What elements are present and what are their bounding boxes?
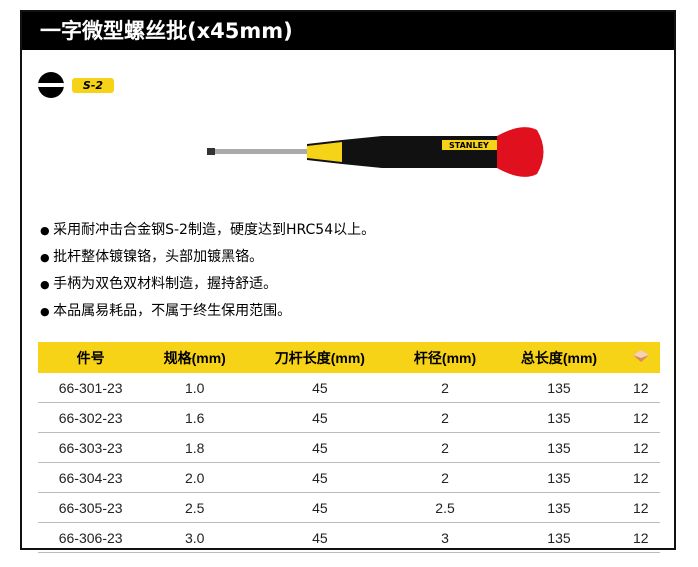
table-cell: 66-302-23 xyxy=(38,402,144,433)
table-row: 66-302-23 1.6 45 2 135 12 xyxy=(38,402,660,433)
table-cell: 12 xyxy=(621,432,660,463)
slotted-tip-icon xyxy=(38,72,64,98)
table-cell: 3.0 xyxy=(143,522,247,553)
table-cell: 66-305-23 xyxy=(38,492,144,523)
table-cell: 1.0 xyxy=(143,373,247,403)
table-cell: 12 xyxy=(621,402,660,433)
material-badge: S-2 xyxy=(72,78,114,93)
table-row: 66-306-23 3.0 45 3 135 12 xyxy=(38,522,660,553)
brand-logo: STANLEY xyxy=(449,141,489,150)
page-title: 一字微型螺丝批(x45mm) xyxy=(22,12,674,50)
feature-item: 采用耐冲击合金钢S-2制造，硬度达到HRC54以上。 xyxy=(40,217,375,244)
table-cell: 3 xyxy=(393,522,497,553)
header-total-length: 总长度(mm) xyxy=(496,342,622,373)
table-cell: 45 xyxy=(246,373,394,403)
table-cell: 1.6 xyxy=(143,402,247,433)
table-cell: 45 xyxy=(246,492,394,523)
table-cell: 45 xyxy=(246,432,394,463)
table-header: 件号 规格(mm) 刀杆长度(mm) 杆径(mm) 总长度(mm) xyxy=(38,342,660,373)
table-cell: 2 xyxy=(393,402,497,433)
table-cell: 66-304-23 xyxy=(38,462,144,493)
table-cell: 135 xyxy=(496,373,622,403)
table-cell: 135 xyxy=(496,462,622,493)
header-shaft-dia: 杆径(mm) xyxy=(393,342,497,373)
feature-list: 采用耐冲击合金钢S-2制造，硬度达到HRC54以上。 批杆整体镀镍铬，头部加镀黑… xyxy=(40,217,375,325)
table-cell: 2.5 xyxy=(393,492,497,523)
table-cell: 135 xyxy=(496,432,622,463)
table-row: 66-304-23 2.0 45 2 135 12 xyxy=(38,462,660,493)
feature-item: 手柄为双色双材料制造，握持舒适。 xyxy=(40,271,375,298)
table-row: 66-301-23 1.0 45 2 135 12 xyxy=(38,373,660,403)
table-cell: 2 xyxy=(393,432,497,463)
box-icon xyxy=(632,350,649,362)
table-cell: 66-306-23 xyxy=(38,522,144,553)
table-cell: 45 xyxy=(246,522,394,553)
screwdriver-image: STANLEY xyxy=(207,127,544,177)
header-blade-length: 刀杆长度(mm) xyxy=(246,342,394,373)
table-cell: 12 xyxy=(621,522,660,553)
header-part-no: 件号 xyxy=(38,342,144,373)
spec-table: 件号 规格(mm) 刀杆长度(mm) 杆径(mm) 总长度(mm) 66-301… xyxy=(38,342,660,553)
table-cell: 2 xyxy=(393,373,497,403)
table-row: 66-303-23 1.8 45 2 135 12 xyxy=(38,432,660,463)
table-cell: 66-301-23 xyxy=(38,373,144,403)
feature-item: 本品属易耗品，不属于终生保用范围。 xyxy=(40,298,375,325)
table-cell: 135 xyxy=(496,402,622,433)
table-cell: 12 xyxy=(621,462,660,493)
product-card: 一字微型螺丝批(x45mm) S-2 STANLEY 采用耐冲击合金钢S-2制造… xyxy=(20,10,676,553)
table-cell: 2.5 xyxy=(143,492,247,523)
header-pack xyxy=(621,342,660,373)
feature-item: 批杆整体镀镍铬，头部加镀黑铬。 xyxy=(40,244,375,271)
table-cell: 45 xyxy=(246,402,394,433)
table-cell: 2.0 xyxy=(143,462,247,493)
table-cell: 135 xyxy=(496,522,622,553)
table-row: 66-305-23 2.5 45 2.5 135 12 xyxy=(38,492,660,523)
table-cell: 45 xyxy=(246,462,394,493)
header-size: 规格(mm) xyxy=(143,342,247,373)
table-cell: 1.8 xyxy=(143,432,247,463)
table-cell: 66-303-23 xyxy=(38,432,144,463)
table-cell: 12 xyxy=(621,492,660,523)
table-cell: 135 xyxy=(496,492,622,523)
table-cell: 2 xyxy=(393,462,497,493)
table-cell: 12 xyxy=(621,373,660,403)
